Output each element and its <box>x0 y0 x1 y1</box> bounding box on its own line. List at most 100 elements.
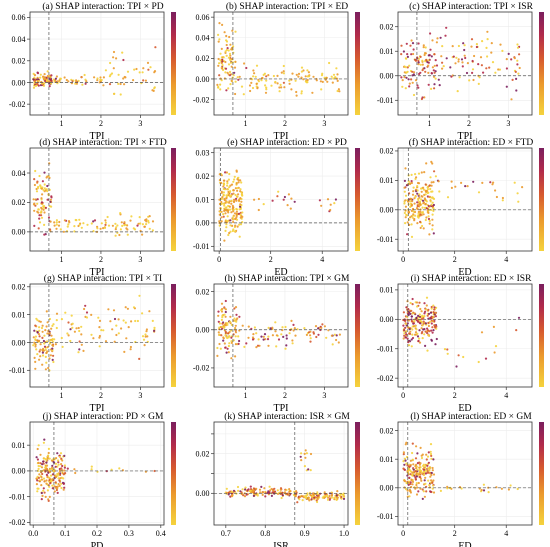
data-point <box>42 75 45 78</box>
data-point <box>114 234 117 237</box>
data-point <box>271 334 274 337</box>
data-point <box>426 314 429 317</box>
data-point <box>44 495 47 498</box>
y-tick-label: -0.01 <box>377 512 394 521</box>
panel-title: (c) SHAP interaction: TPI × ISR <box>409 1 533 12</box>
data-point <box>40 326 44 330</box>
data-point <box>330 75 333 78</box>
data-point <box>411 297 414 301</box>
data-point <box>402 50 405 53</box>
data-point <box>405 76 408 79</box>
data-point <box>429 32 432 35</box>
data-point <box>432 479 435 482</box>
data-point <box>427 191 430 194</box>
data-point <box>290 319 293 322</box>
x-tick-label: 1 <box>244 119 248 128</box>
data-point <box>42 84 46 87</box>
data-point <box>433 313 436 316</box>
data-point <box>415 483 418 487</box>
data-point <box>423 67 426 70</box>
data-point <box>102 84 105 87</box>
data-point <box>518 53 521 56</box>
data-point <box>286 493 289 496</box>
data-point <box>417 61 420 64</box>
data-point <box>309 469 312 472</box>
data-point <box>104 221 107 224</box>
x-tick-label: 2 <box>283 119 287 128</box>
data-point <box>430 322 433 325</box>
data-point <box>431 228 434 231</box>
data-point <box>412 210 415 213</box>
data-point <box>90 222 93 225</box>
data-point <box>253 198 256 201</box>
data-point <box>433 308 436 311</box>
data-point <box>231 29 234 32</box>
data-point <box>263 333 267 336</box>
data-point <box>237 342 240 345</box>
data-point <box>39 76 42 79</box>
data-point <box>98 81 101 84</box>
data-point <box>283 86 286 89</box>
data-point <box>256 87 259 90</box>
data-point <box>235 320 238 323</box>
data-point <box>58 455 62 458</box>
data-point <box>415 493 419 496</box>
data-point <box>306 493 309 496</box>
data-point <box>48 495 51 498</box>
data-point <box>334 76 337 79</box>
data-point <box>220 216 223 219</box>
data-point <box>226 215 229 218</box>
data-point <box>300 66 304 69</box>
data-point <box>102 227 105 230</box>
data-point <box>99 76 102 79</box>
data-point <box>63 466 66 469</box>
data-point <box>452 55 455 58</box>
data-point <box>224 315 227 318</box>
data-point <box>74 218 77 222</box>
data-point <box>320 204 323 207</box>
data-point <box>409 465 412 468</box>
data-point <box>409 200 412 203</box>
data-point <box>39 73 42 76</box>
data-point <box>438 84 441 87</box>
data-point <box>227 233 230 237</box>
data-point <box>421 324 424 327</box>
data-point <box>43 480 46 483</box>
x-axis-label: TPI <box>274 131 289 142</box>
panel-title: (i) SHAP interaction: ED × ISR <box>411 273 533 284</box>
data-point <box>111 224 114 227</box>
data-point <box>217 320 220 323</box>
data-point <box>69 328 72 331</box>
data-point <box>408 463 411 466</box>
data-point <box>238 315 241 318</box>
data-point <box>299 455 302 458</box>
data-point <box>269 489 272 492</box>
data-point <box>331 343 334 346</box>
data-point <box>420 211 424 214</box>
data-point <box>517 72 520 75</box>
data-point <box>466 62 469 65</box>
data-point <box>420 456 424 460</box>
data-point <box>239 190 242 193</box>
data-point <box>419 226 422 229</box>
data-point <box>39 211 43 214</box>
data-point <box>428 219 431 222</box>
data-point <box>408 64 411 67</box>
x-tick-label: 3 <box>138 255 142 264</box>
data-point <box>96 227 99 230</box>
data-point <box>41 324 44 327</box>
data-point <box>400 53 403 56</box>
x-tick-label: 0 <box>217 255 221 264</box>
data-point <box>223 31 226 34</box>
data-point <box>39 320 42 323</box>
data-point <box>221 23 224 26</box>
data-point <box>37 84 40 87</box>
data-point <box>431 205 434 208</box>
data-point <box>225 54 228 57</box>
data-point <box>34 169 37 173</box>
data-point <box>238 235 241 238</box>
data-point <box>518 66 521 70</box>
data-point <box>425 207 428 210</box>
data-point <box>296 501 299 504</box>
